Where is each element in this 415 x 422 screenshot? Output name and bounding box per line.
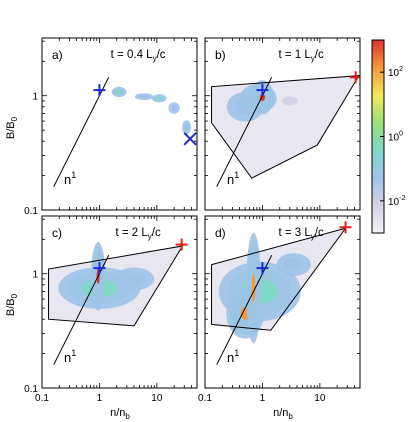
x-tick-label: 1 — [97, 393, 103, 404]
density-core — [139, 94, 150, 99]
plus-marker — [93, 84, 106, 97]
density-core — [170, 104, 178, 112]
plot-frame — [41, 37, 198, 211]
density-core — [122, 272, 146, 286]
colorbar-tick-label: 10-2 — [388, 195, 405, 208]
plus-marker — [339, 221, 352, 234]
slope-label: n1 — [227, 348, 239, 365]
density-core — [184, 123, 190, 132]
envelope-outline — [48, 245, 184, 327]
svg-text:n/nb: n/nb — [110, 407, 130, 421]
x-tick-label: 0.1 — [35, 393, 49, 404]
y-tick-label: 0.1 — [24, 384, 38, 395]
density-core — [251, 274, 256, 302]
envelope-outline — [211, 227, 347, 331]
slope-label: n1 — [64, 170, 76, 187]
envelope-outline — [211, 75, 360, 179]
plus-marker — [93, 262, 106, 275]
panel-title: t = 3 Ly/c — [278, 227, 323, 241]
y-tick-label: 1 — [32, 92, 38, 103]
axis-ticks — [204, 216, 361, 389]
plus-marker — [256, 262, 269, 275]
plot-frame — [41, 215, 198, 389]
panel-label: a) — [52, 48, 63, 62]
y-tick-label: 0.1 — [24, 206, 38, 217]
x-axis-label-left: n/nb — [110, 407, 130, 421]
panel-title: t = 2 Ly/c — [115, 227, 160, 241]
density-core — [156, 96, 163, 101]
y-tick-label: 1 — [32, 270, 38, 281]
plot-area — [42, 38, 197, 210]
panel-b: b) t = 1 Ly/c n1 — [204, 37, 361, 211]
x-tick-label: 10 — [151, 393, 163, 404]
y-axis-label-bottom: B/B0 — [5, 293, 19, 316]
panel-title: t = 0.4 Ly/c — [111, 49, 166, 63]
x-tick-label: 1 — [260, 393, 266, 404]
y-axis-label-top: B/B0 — [5, 116, 19, 139]
panel-label: d) — [215, 226, 226, 240]
plus-marker — [175, 238, 188, 251]
plot-frame — [204, 37, 361, 211]
x-axis-label-right: n/nb — [273, 407, 293, 421]
panel-label: b) — [215, 48, 226, 62]
panel-a: 1 0.1 a) t = 0.4 Ly/c n1 — [24, 37, 198, 217]
cross-marker — [183, 132, 197, 146]
axis-ticks — [41, 216, 198, 389]
panel-c: 0.1 1 10 1 0.1 c) t = 2 Ly/c n1 — [24, 215, 198, 404]
plot-frame — [204, 215, 361, 389]
x-tick-label: 0.1 — [198, 393, 212, 404]
panel-label: c) — [52, 226, 62, 240]
axis-ticks — [204, 38, 361, 211]
svg-text:B/B0: B/B0 — [5, 116, 19, 139]
panel-d: 0.1 1 10 d) t = 3 Ly/c n1 — [198, 215, 361, 404]
density-core — [284, 258, 304, 271]
panel-title: t = 1 Ly/c — [278, 49, 323, 63]
slope-label: n1 — [227, 170, 239, 187]
svg-text:B/B0: B/B0 — [5, 293, 19, 316]
plus-marker — [256, 84, 269, 97]
axis-ticks — [41, 38, 198, 211]
colorbar: 10-2 100 102 — [371, 39, 405, 234]
density-core — [281, 96, 298, 106]
colorbar-tick-label: 102 — [388, 66, 403, 79]
density-core — [115, 89, 123, 95]
x-tick-label: 10 — [314, 393, 326, 404]
slope-label: n1 — [64, 348, 76, 365]
colorbar-tick-label: 100 — [388, 131, 403, 144]
svg-text:n/nb: n/nb — [273, 407, 293, 421]
